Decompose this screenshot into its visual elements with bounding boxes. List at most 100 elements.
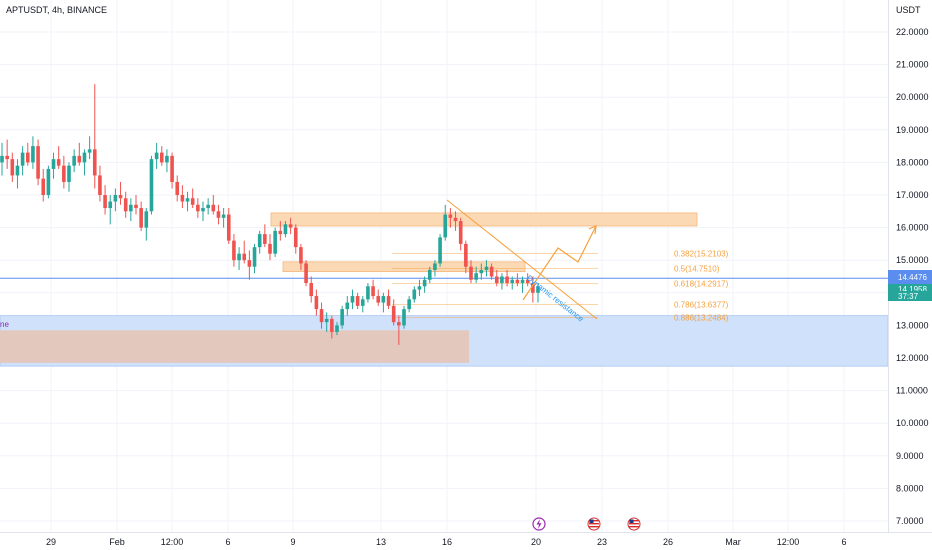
candle-body [422,279,427,287]
supply-upper-zone [270,212,698,227]
currency-label: USDT [896,5,921,15]
time-axis[interactable]: 29 Feb 12:00 6 9 13 16 20 23 26 Mar 12:00 6 [0,532,932,548]
candle-body [438,237,442,264]
time-tick-label: 29 [46,537,56,547]
price-tick-label: 17.0000 [896,190,929,200]
candle-body [180,195,185,202]
candle-body [520,279,525,284]
projection-arrowhead [588,225,597,235]
supply-lower-zone [282,261,526,273]
lightning-icon[interactable] [532,517,546,531]
price-tick-label: 10.0000 [896,418,929,428]
time-tick-label: 23 [597,537,607,547]
price-tick-label: 16.0000 [896,223,929,233]
candle-body [36,146,40,179]
time-tick-label: 12:00 [161,537,184,547]
candle-body [525,279,530,284]
candle-body [134,204,138,209]
time-tick-label: Feb [109,537,125,547]
candle-body [443,214,448,238]
candle-body [206,204,210,209]
zone-label: ne [0,320,9,329]
candle-body [98,175,102,195]
candle-body [10,159,15,176]
last-price-value: 14.1958 [898,285,927,294]
price-tick-label: 8.0000 [896,483,924,493]
candle-body [500,276,504,284]
candle-body [479,269,484,274]
zones-layer [0,212,889,367]
candle-body [185,198,190,202]
candle-body [412,289,417,300]
candle-body [494,276,499,284]
candle-body [51,159,56,169]
candle-body [118,195,123,199]
candle-body [242,253,247,261]
price-tick-label: 7.0000 [896,516,924,526]
candle-body [46,168,51,195]
us-flag-icon[interactable] [627,517,641,531]
candle-body [469,266,473,280]
candle-body [108,201,113,209]
price-tick-label: 15.0000 [896,255,929,265]
inner-demand-zone [0,330,469,363]
candle-body [515,279,520,284]
candle-body [56,159,61,166]
us-flag-icon[interactable] [587,517,601,531]
candle-body [232,240,236,261]
price-tick-label: 19.0000 [896,125,929,135]
candle-body [319,309,324,323]
last-price-tag: 14.1958 37:37 [888,284,932,301]
price-tick-label: 12.0000 [896,353,929,363]
candle-body [453,217,458,222]
price-tick-label: 11.0000 [896,386,928,396]
candle-body [103,195,107,209]
candle-body [288,224,293,228]
candle-body [62,165,66,182]
price-tick-label: 13.0000 [896,320,929,330]
price-tick-label: 20.0000 [896,92,929,102]
price-axis[interactable]: USDT 22.0000 21.0000 20.0000 19.0000 18.0000… [888,0,929,532]
candle-body [355,296,360,306]
price-tick-label: 21.0000 [896,60,929,70]
candle-body [309,283,314,297]
candle-body [25,152,30,163]
candle-body [360,299,365,306]
candle-body [144,211,149,228]
countdown-timer: 37:37 [898,292,919,301]
time-tick-label: 26 [663,537,673,547]
time-tick-label: Mar [725,537,741,547]
candle-body [448,214,453,218]
candle-body [376,296,381,303]
time-tick-label: 6 [841,537,846,547]
candle-body [381,296,386,303]
fib-level-label: 0.886(13.2484) [674,313,729,322]
candles-layer [0,84,540,345]
candle-body [304,263,308,284]
candle-body [190,198,195,205]
candle-body [123,198,128,212]
time-tick-label: 12:00 [777,537,800,547]
candle-body [5,155,9,160]
candle-body [474,273,478,280]
candle-body [433,263,437,270]
candle-body [15,165,20,176]
candle-body [299,247,303,264]
candle-body [139,208,143,228]
candle-body [386,296,391,306]
candle-body [340,309,344,326]
time-tick-label: 9 [290,537,295,547]
symbol-title[interactable]: APTUSDT, 4h, BINANCE [6,5,107,15]
candle-body [324,318,329,323]
fib-level-label: 0.618(14.2917) [674,279,729,288]
candle-body [402,309,406,326]
price-tick-label: 18.0000 [896,157,929,167]
candle-body [129,204,133,212]
projection-path [522,225,597,301]
candle-body [237,253,241,261]
candle-body [350,296,355,303]
time-tick-label: 13 [376,537,386,547]
candle-body [165,155,169,163]
time-tick-label: 20 [531,537,541,547]
